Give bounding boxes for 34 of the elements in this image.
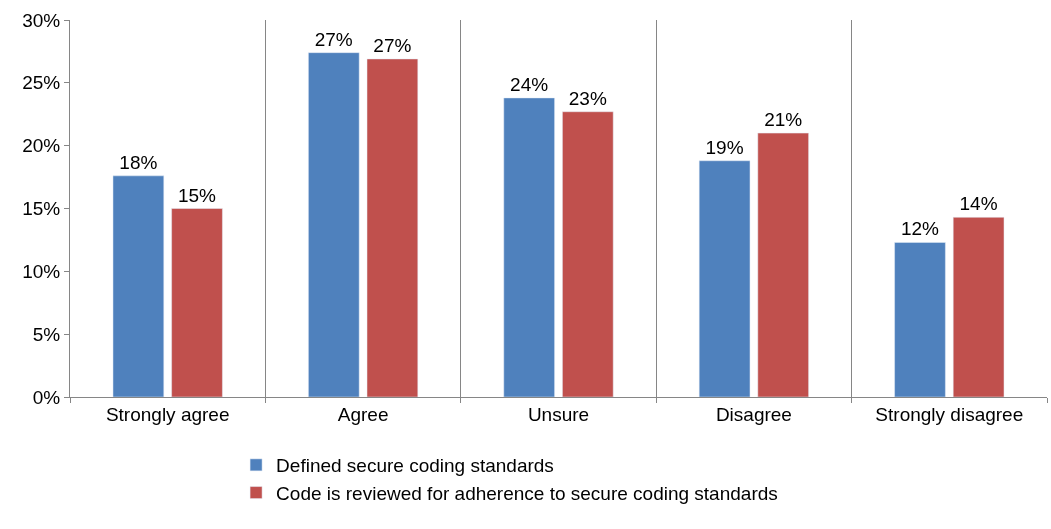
x-tick-label: Agree [337,403,389,425]
y-tick-label: 25% [22,72,61,94]
data-label: 27% [314,28,353,50]
data-label: 23% [568,87,607,109]
y-tick-label: 20% [22,135,61,157]
data-label: 14% [959,193,998,215]
bar [366,58,419,397]
bar [308,52,360,397]
legend-label: Defined secure coding standards [276,455,554,477]
data-label: 21% [764,109,803,131]
data-label: 15% [177,184,217,206]
data-label: 19% [705,136,744,158]
bar [757,132,809,397]
data-label: 27% [373,34,412,56]
x-tick-label: Disagree [715,403,792,425]
legend-label: Code is reviewed for adherence to secure coding standards [276,482,778,504]
data-label: 24% [510,73,549,95]
y-tick-label: 0% [32,386,61,408]
y-tick-label: 15% [22,198,61,220]
data-label: 18% [119,151,158,173]
x-tick-label: Strongly disagree [875,403,1024,425]
y-tick-label: 5% [32,323,61,345]
bar [698,160,751,397]
bar [952,217,1005,397]
x-tick-label: Unsure [527,403,590,425]
bar [171,208,223,397]
bar [894,242,946,397]
bar [562,111,614,397]
data-label: 12% [900,218,940,240]
x-tick-label: Strongly agree [105,403,230,425]
y-tick-label: 10% [22,260,61,282]
bar [112,175,165,397]
bar [503,97,555,397]
y-tick-label: 30% [22,9,61,31]
